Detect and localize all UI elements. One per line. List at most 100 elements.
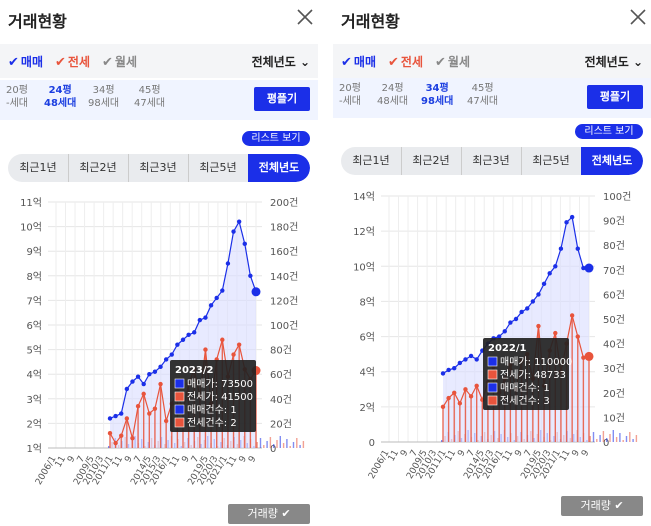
area-option-20[interactable]: 20평 -세대 [339,83,362,107]
y-right-tick-label: 200건 [270,197,298,209]
left-panel: 거래현황 ✔ 매매 ✔ 전세 ✔ 월세 전체년도 ⌄ 20평 -세대 24평 48세대 3… [0,0,318,526]
jeonse-price-point [468,394,474,399]
sale-price-point [192,330,197,335]
x-tick-label: 9 [571,448,583,458]
check-icon: ✔ [55,55,66,70]
jeonse-price-point [135,403,141,409]
sale-price-point [225,261,231,266]
area-option-24[interactable]: 24평 48세대 [44,85,77,109]
volume-bar [263,445,265,448]
check-icon: ✔ [8,55,19,70]
trade-type-sale[interactable]: ✔ 매매 [8,55,43,70]
tab-all-years[interactable]: 전체년도 [248,154,310,182]
y-left-tick-label: 6억 [359,332,375,344]
jeonse-price-point [236,342,242,347]
y-left-tick-label: 10억 [353,261,375,273]
jeonse-price-point [463,387,468,392]
list-view-button[interactable]: 리스트 보기 [575,124,643,139]
volume-button[interactable]: 거래량 ✔ [228,504,310,524]
jeonse-price-point [452,390,457,395]
x-tick-label: 9 [66,454,78,464]
price-chart[interactable]: 14억 12억 10억 8억 6억 4억 2억 0 100건 90건 80건 70건 60건 50건 40건… [333,184,651,490]
x-tick-label: 11 [444,449,458,464]
sale-price-point [197,317,203,323]
price-chart[interactable]: 11억 10억 9억 8억 7억 6억 5억 4억 3억 2억 1억 200건 180건 160건 140건… [0,190,318,500]
sale-price-point [457,360,463,366]
area-option-34[interactable]: 34평 98세대 [421,83,454,107]
volume-bar [286,439,288,448]
sale-price-point [575,246,580,251]
sale-price-point [119,411,124,416]
tab-recent-3y[interactable]: 최근3년 [461,147,522,175]
chevron-down-icon: ⌄ [299,55,310,69]
y-right-tick-label: 40건 [603,339,625,351]
panel-title: 거래현황 [8,12,67,31]
volume-bar [259,438,262,448]
volume-bar [279,436,281,448]
y-left-tick-label: 3억 [26,394,42,406]
sale-price-point [220,288,225,293]
x-tick-label: 11 [111,455,125,470]
y-right-tick-label: 100건 [270,320,298,332]
x-tick-label: 11 [558,449,572,464]
area-option-34[interactable]: 34평 98세대 [88,85,120,109]
tab-recent-2y[interactable]: 최근2년 [68,154,129,182]
volume-bar [619,433,621,442]
right-panel: 거래현황 ✔ 매매 ✔ 전세 ✔ 월세 전체년도 ⌄ 20평 -세대 24평 48세대 3… [333,0,651,526]
y-left-tick-label: 2억 [26,418,42,430]
y-left-tick-label: 4억 [359,367,375,379]
y-left-tick-label: 9억 [26,246,42,258]
pyeong-toggle-button[interactable]: 평플기 [587,85,643,109]
volume-bar [612,430,614,442]
tab-recent-3y[interactable]: 최근3년 [128,154,189,182]
trade-type-bar: ✔ 매매 ✔ 전세 ✔ 월세 전체년도 ⌄ [0,44,318,78]
list-view-button[interactable]: 리스트 보기 [242,131,310,146]
y-right-tick-label: 90건 [603,216,625,228]
area-bar: 20평 -세대 24평 48세대 34평 98세대 45평 47세대 평플기 [0,80,318,120]
y-left-tick-label: 8억 [26,271,42,283]
trade-type-jeonse[interactable]: ✔ 전세 [55,55,90,70]
area-option-45[interactable]: 45평 47세대 [467,83,499,107]
tab-recent-1y[interactable]: 최근1년 [341,147,402,175]
year-select[interactable]: 전체년도 ⌄ [251,55,310,69]
tab-recent-5y[interactable]: 최근5년 [521,147,582,175]
close-icon[interactable] [629,8,647,26]
x-tick-label: 2006/1 [34,455,58,487]
x-tick-label: 7 [409,449,421,459]
panel-title: 거래현황 [341,12,400,31]
trade-type-monthly[interactable]: ✔ 월세 [435,55,470,70]
tooltip-swatch [487,369,498,380]
x-tick-label: 7 [523,449,535,459]
year-select[interactable]: 전체년도 ⌄ [584,55,643,69]
volume-button[interactable]: 거래량 ✔ [561,496,643,516]
chevron-down-icon: ⌄ [632,55,643,69]
area-option-24[interactable]: 24평 48세대 [377,83,409,107]
trade-type-monthly[interactable]: ✔ 월세 [102,55,137,70]
x-tick-label: 11 [225,455,239,470]
area-option-20[interactable]: 20평 -세대 [6,85,29,109]
tab-recent-1y[interactable]: 최근1년 [8,154,69,182]
tab-all-years[interactable]: 전체년도 [581,147,643,175]
check-icon: ✔ [614,499,624,512]
volume-bar [635,435,638,442]
pyeong-toggle-button[interactable]: 평플기 [254,87,310,111]
sale-price-point [474,357,479,362]
volume-bar [266,441,268,448]
sale-price-point [135,374,141,379]
close-icon[interactable] [296,8,314,26]
area-option-45[interactable]: 45평 47세대 [134,85,166,109]
jeonse-price-point [141,391,146,397]
tab-recent-2y[interactable]: 최근2년 [401,147,462,175]
trade-type-jeonse[interactable]: ✔ 전세 [388,55,423,70]
trade-type-sale[interactable]: ✔ 매매 [341,55,376,70]
y-left-tick-label: 0 [369,438,375,449]
jeonse-price-point [220,337,225,342]
x-tick-label: 9 [180,454,192,464]
jeonse-price-point [536,323,541,329]
tab-recent-5y[interactable]: 최근5년 [188,154,249,182]
period-tabs: 최근1년 최근2년 최근3년 최근5년 전체년도 [8,154,310,182]
check-icon: ✔ [102,55,113,70]
x-tick-label: 7 [76,455,88,465]
y-left-tick-label: 10억 [20,222,42,234]
check-icon: ✔ [435,55,446,70]
